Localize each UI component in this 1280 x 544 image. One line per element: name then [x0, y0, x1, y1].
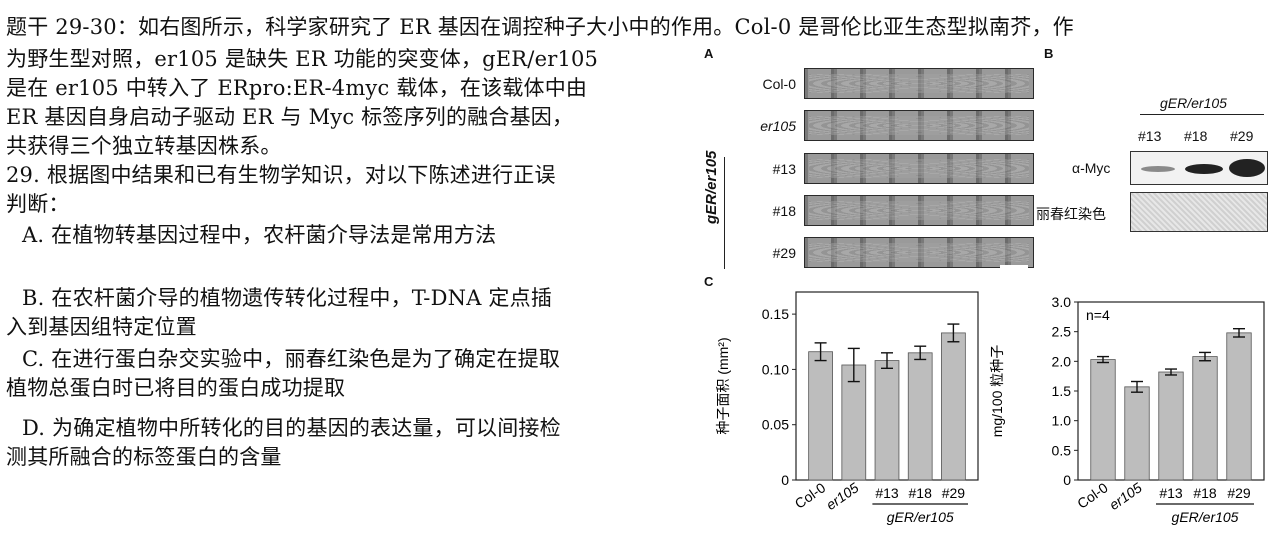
question-29-line-1: 29. 根据图中结果和已有生物学知识，对以下陈述进行正误: [6, 163, 556, 187]
ponceau-stain-blot: [1130, 192, 1268, 232]
sample-size-annotation: n=4: [1086, 307, 1110, 323]
option-d-line-2: 测其所融合的标签蛋白的含量: [6, 445, 282, 469]
option-a: A. 在植物转基因过程中，农杆菌介导法是常用方法: [22, 223, 497, 247]
x-tick-label: #13: [875, 485, 899, 501]
panel-c-label: C: [704, 274, 714, 289]
seed-image-13: [804, 153, 1034, 184]
y-tick-label: 0.05: [762, 417, 789, 433]
option-c-line-2: 植物总蛋白时已将目的蛋白成功提取: [6, 376, 346, 400]
bar-weight-3: [1192, 356, 1218, 481]
blot-myc-label: α-Myc: [1072, 160, 1111, 176]
row-label-18: #18: [772, 203, 796, 219]
bar-weight-4: [1226, 332, 1252, 481]
y-tick-label: 2.5: [1052, 324, 1072, 340]
y-tick-label: 0: [781, 472, 789, 488]
y-axis-label: 种子面积 (mm²): [715, 337, 731, 434]
question-intro-line-4: ER 基因自身启动子驱动 ER 与 Myc 标签序列的融合基因，: [6, 105, 574, 129]
row-label-29: #29: [772, 245, 796, 261]
row-label-col-0: Col-0: [762, 76, 796, 92]
question-intro-line-1: 题干 29-30：如右图所示，科学家研究了 ER 基因在调控种子大小中的作用。C…: [6, 15, 1074, 39]
group-label-vertical: gER/er105: [703, 150, 720, 224]
x-tick-label: #29: [1227, 485, 1251, 501]
blot-title-underline: [1140, 114, 1264, 115]
lane-label-29: #29: [1230, 128, 1254, 144]
option-c-line-1: C. 在进行蛋白杂交实验中，丽春红染色是为了确定在提取: [22, 347, 561, 371]
x-tick-label: #29: [942, 485, 966, 501]
y-tick-label: 2.0: [1052, 353, 1072, 369]
x-group-label: gER/er105: [1172, 509, 1239, 525]
bar-area-4: [941, 332, 966, 481]
option-d-line-1: D. 为确定植物中所转化的目的基因的表达量，可以间接检: [22, 416, 561, 440]
x-tick-label: Col-0: [792, 479, 829, 511]
bar-area-3: [907, 352, 933, 481]
y-axis-label: mg/100 粒种子: [989, 345, 1005, 438]
option-b-line-2: 入到基因组特定位置: [6, 315, 197, 339]
x-tick-label: Col-0: [1074, 479, 1111, 511]
question-intro-line-5: 共获得三个独立转基因株系。: [6, 134, 282, 158]
seed-image-col-0: [804, 68, 1034, 99]
y-tick-label: 3.0: [1052, 294, 1072, 310]
y-tick-label: 0.5: [1052, 442, 1072, 458]
seed-image-18: [804, 195, 1034, 226]
lane-label-18: #18: [1184, 128, 1208, 144]
seed-image-29: [804, 237, 1034, 268]
y-tick-label: 0.10: [762, 361, 789, 377]
panel-a-label: A: [704, 46, 714, 61]
bar-area-0: [808, 351, 833, 481]
x-tick-label: er105: [1106, 479, 1145, 513]
x-tick-label: #13: [1159, 485, 1183, 501]
blot-title: gER/er105: [1160, 95, 1227, 111]
y-tick-label: 1.0: [1052, 413, 1072, 429]
seed-image-er105: [804, 110, 1034, 141]
scale-bar: [1000, 265, 1028, 268]
option-b-line-1: B. 在农杆菌介导的植物遗传转化过程中，T-DNA 定点插: [22, 286, 553, 310]
row-label-er105: er105: [760, 118, 796, 134]
y-tick-label: 0: [1063, 472, 1071, 488]
band-13: [1141, 166, 1175, 172]
question-intro-line-3: 是在 er105 中转入了 ERpro:ER-4myc 载体，在该载体中由: [6, 76, 588, 100]
myc-blot: [1130, 151, 1268, 185]
y-tick-label: 0.15: [762, 306, 789, 322]
x-tick-label: er105: [823, 479, 862, 513]
question-29-line-2: 判断：: [6, 192, 70, 216]
group-bracket: [724, 157, 725, 269]
band-18: [1185, 164, 1223, 174]
panel-b-label: B: [1044, 46, 1054, 61]
lane-label-13: #13: [1138, 128, 1162, 144]
blot-stain-label: 丽春红染色: [1036, 206, 1106, 222]
y-tick-label: 1.5: [1052, 383, 1072, 399]
bar-weight-1: [1124, 386, 1150, 481]
row-label-13: #13: [772, 161, 796, 177]
bar-weight-0: [1090, 359, 1116, 481]
bar-area-2: [874, 360, 900, 481]
band-29: [1229, 159, 1265, 177]
bar-weight-2: [1158, 371, 1184, 481]
x-tick-label: #18: [909, 485, 933, 501]
seed-weight-chart: 0 0.5 1.0 1.5 2.0 2.5 3.0 mg/100 粒种子 n=4 Col-0er1…: [989, 294, 1265, 525]
x-tick-label: #18: [1193, 485, 1217, 501]
question-intro-line-2: 为野生型对照，er105 是缺失 ER 功能的突变体，gER/er105: [6, 47, 599, 71]
figure: A B C Col-0 er105 #13 #18 #29 gER/er105 …: [700, 44, 1274, 538]
x-group-label: gER/er105: [887, 509, 954, 525]
